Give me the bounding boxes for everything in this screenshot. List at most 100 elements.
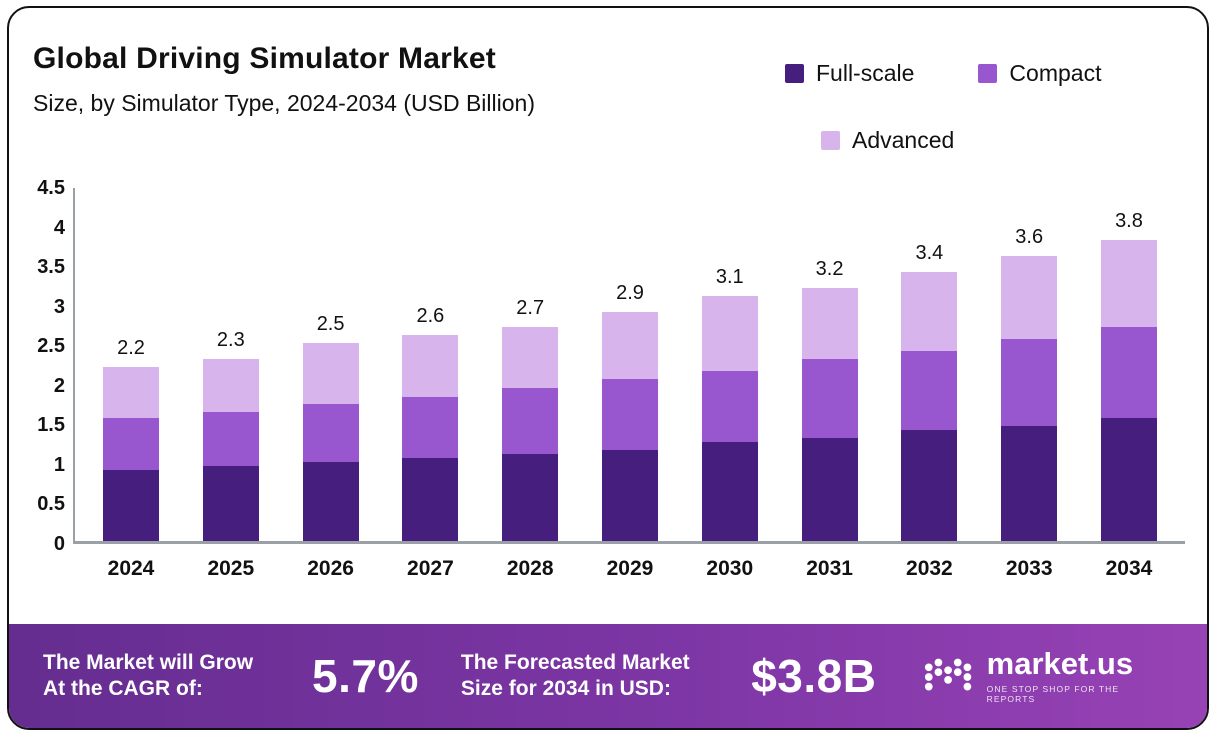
header: Global Driving Simulator Market Size, by… (33, 42, 535, 117)
y-tick-label: 4.5 (37, 177, 65, 199)
forecast-label: The Forecasted Market Size for 2034 in U… (461, 650, 751, 703)
x-axis-label: 2031 (806, 557, 853, 580)
y-tick-label: 0 (53, 533, 65, 555)
bar-total-label: 2.6 (416, 305, 445, 328)
bar-segment-full-scale (1100, 418, 1157, 541)
bar-column: 3.2 2031 (801, 188, 858, 580)
bar-segment-compact (302, 404, 359, 462)
compact-swatch-icon (978, 64, 998, 83)
bar-stack (502, 327, 559, 541)
x-axis-label: 2034 (1105, 557, 1153, 580)
bar-column: 3.4 2032 (901, 188, 958, 580)
bar-total-label: 3.1 (715, 265, 744, 288)
bar-segment-advanced (302, 343, 359, 405)
legend: Full-scale Compact Advanced (785, 60, 1163, 154)
bar-segment-compact (103, 418, 159, 470)
logo-text: market.us (986, 646, 1134, 681)
bar-total-label: 3.4 (915, 242, 944, 265)
y-axis: 0 0.5 1 1.5 2 2.5 3 3.5 4 4.5 (25, 177, 71, 555)
bar-column: 2.6 2027 (402, 188, 459, 580)
legend-label: Full-scale (816, 60, 915, 86)
bar-segment-compact (1100, 327, 1157, 419)
bar-segment-compact (601, 378, 658, 451)
bar-segment-full-scale (701, 442, 758, 541)
bar-total-label: 3.6 (1015, 226, 1044, 249)
x-axis-label: 2033 (1005, 557, 1053, 580)
bar-column: 3.1 2030 (701, 188, 758, 580)
bar-stack (601, 311, 658, 541)
logo-text-wrap: market.us ONE STOP SHOP FOR THE REPORTS (987, 648, 1165, 704)
bar-total-label: 2.7 (516, 297, 545, 320)
bar-segment-advanced (103, 366, 159, 419)
forecast-label-line1: The Forecasted Market (460, 650, 690, 674)
cagr-label-line2: At the CAGR of: (43, 677, 203, 700)
logo-tagline: ONE STOP SHOP FOR THE REPORTS (986, 684, 1120, 704)
bar-segment-full-scale (202, 465, 259, 541)
bar-total-label: 2.5 (316, 313, 345, 336)
bar-segment-advanced (1100, 240, 1157, 328)
bar-segment-full-scale (302, 461, 359, 541)
bar-segment-full-scale (502, 453, 559, 541)
bar-total-label: 2.2 (117, 336, 145, 359)
bar-segment-compact (502, 388, 559, 454)
x-axis-label: 2024 (107, 557, 155, 580)
bar-segment-compact (801, 359, 858, 439)
x-axis-label: 2028 (506, 557, 554, 580)
legend-label: Compact (1009, 60, 1102, 86)
bar-stack (801, 287, 858, 541)
bar-segment-advanced (1001, 256, 1058, 340)
bar-total-label: 3.8 (1115, 210, 1143, 233)
bar-segment-compact (402, 397, 459, 458)
bar-stack (701, 295, 758, 541)
bar-segment-compact (1001, 339, 1058, 427)
bar-total-label: 2.9 (616, 281, 644, 304)
bar-segment-advanced (801, 287, 858, 360)
legend-label: Advanced (852, 127, 955, 153)
full-scale-swatch-icon (785, 64, 804, 83)
y-tick-label: 2 (53, 374, 65, 397)
bar-column: 3.6 2033 (1001, 188, 1058, 580)
legend-item-full-scale: Full-scale (785, 60, 914, 87)
bar-segment-advanced (502, 327, 559, 389)
bar-stack (302, 343, 359, 541)
page-subtitle: Size, by Simulator Type, 2024-2034 (USD … (33, 90, 535, 116)
page-title: Global Driving Simulator Market (33, 42, 496, 75)
bar-column: 2.5 2026 (302, 188, 359, 580)
y-tick-label: 4 (53, 216, 65, 239)
bar-segment-advanced (202, 359, 259, 413)
forecast-label-line2: Size for 2034 in USD: (460, 677, 671, 700)
x-axis-label: 2027 (407, 557, 454, 580)
bar-segment-compact (701, 370, 758, 443)
infographic-frame: Global Driving Simulator Market Size, by… (7, 6, 1209, 730)
bar-segment-full-scale (103, 469, 159, 541)
x-axis-label: 2030 (706, 557, 754, 580)
bar-stack (202, 359, 259, 541)
bar-stack (1001, 256, 1058, 541)
advanced-swatch-icon (821, 131, 840, 150)
bar-segment-full-scale (601, 450, 658, 541)
y-tick-label: 0.5 (37, 493, 65, 516)
bar-stack (1100, 240, 1157, 541)
bar-segment-full-scale (801, 438, 858, 541)
bar-column: 2.2 2024 (103, 188, 159, 580)
bar-column: 2.7 2028 (502, 188, 559, 580)
bar-segment-full-scale (402, 457, 459, 541)
cagr-label-line1: The Market will Grow (43, 650, 254, 674)
bar-stack (103, 366, 159, 541)
footer-banner: The Market will Grow At the CAGR of: 5.7… (9, 624, 1207, 728)
forecast-value: $3.8B (751, 650, 877, 702)
bar-segment-advanced (701, 295, 758, 371)
x-axis-label: 2029 (606, 557, 654, 580)
marketus-logo: market.us ONE STOP SHOP FOR THE REPORTS (922, 648, 1165, 704)
plot-area: 2.2 2024 2.3 2025 2.5 2026 2.6 2027 2.7 2028 2.9 20… (73, 188, 1185, 580)
bar-segment-advanced (901, 272, 958, 352)
bar-total-label: 2.3 (216, 329, 245, 352)
x-axis-label: 2032 (906, 557, 953, 580)
y-tick-label: 2.5 (37, 335, 65, 358)
legend-item-compact: Compact (978, 60, 1101, 87)
cagr-value: 5.7% (312, 650, 419, 702)
x-axis-label: 2025 (207, 557, 255, 580)
y-tick-label: 3 (53, 295, 65, 318)
y-tick-label: 1.5 (37, 414, 65, 437)
bar-stack (402, 335, 459, 541)
